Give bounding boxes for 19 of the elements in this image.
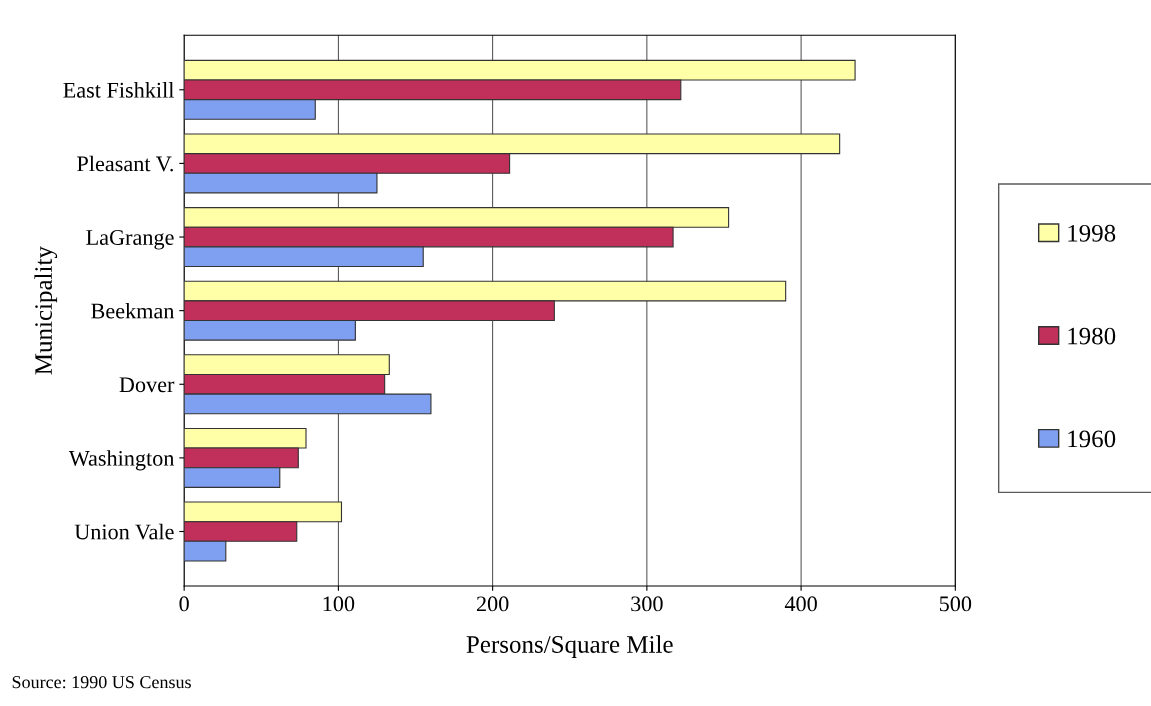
y-axis-title: Municipality	[34, 246, 58, 375]
y-tick-label: Union Vale	[74, 523, 174, 540]
legend-label: 1960	[1068, 430, 1116, 448]
x-tick-label: 0	[179, 596, 189, 612]
x-tick-label: 100	[323, 596, 355, 612]
legend-label: 1980	[1068, 327, 1116, 345]
y-tick-label: Pleasant V.	[77, 155, 173, 172]
y-tick-label: Dover	[119, 377, 175, 393]
y-tick-label: Beekman	[91, 302, 175, 319]
x-tick-label: 300	[631, 596, 663, 612]
y-tick-label: LaGrange	[86, 229, 174, 250]
legend-label: 1998	[1068, 224, 1116, 242]
source-note: Source: 1990 US Census	[12, 676, 191, 689]
x-axis-title: Persons/Square Mile	[466, 635, 673, 658]
x-tick-label: 200	[476, 596, 509, 612]
x-tick-label: 500	[939, 596, 972, 612]
y-tick-label: Washington	[68, 450, 175, 471]
y-tick-label: East Fishkill	[63, 82, 174, 98]
x-tick-label: 400	[784, 596, 817, 612]
